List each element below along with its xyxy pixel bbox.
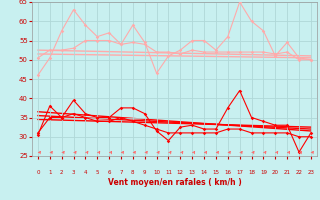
X-axis label: Vent moyen/en rafales ( km/h ): Vent moyen/en rafales ( km/h ) <box>108 178 241 187</box>
